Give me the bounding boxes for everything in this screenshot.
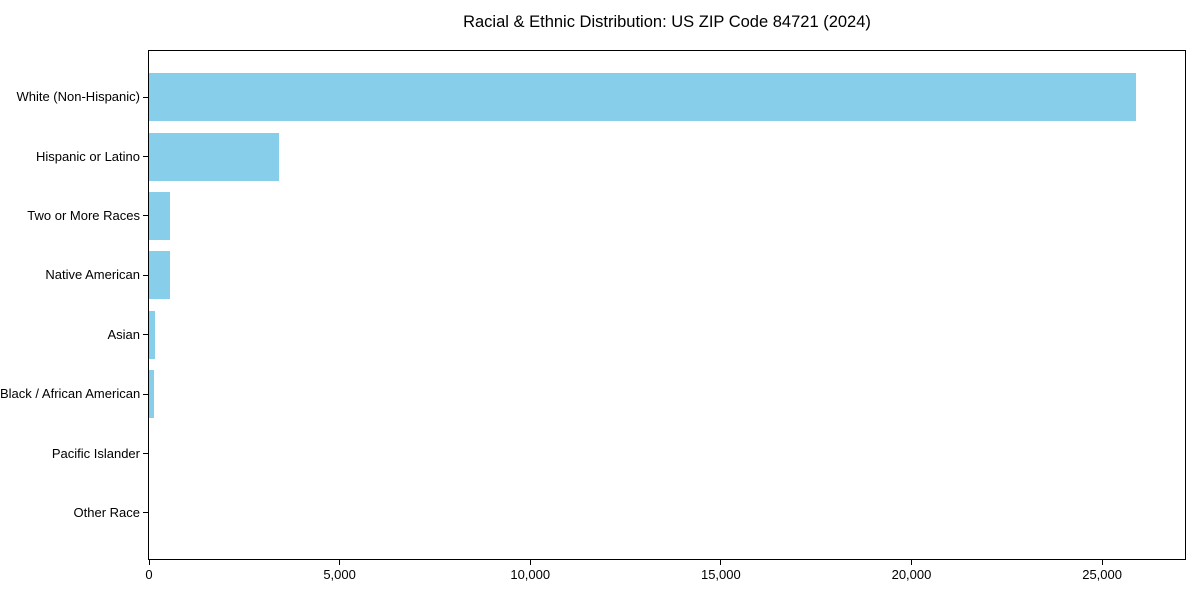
y-tick-label: Black / African American xyxy=(0,386,141,402)
y-tick-label: Hispanic or Latino xyxy=(35,148,140,164)
bar xyxy=(149,370,154,419)
x-tick-label: 25,000 xyxy=(1082,567,1122,582)
x-tick xyxy=(1101,560,1103,565)
bar xyxy=(149,191,171,240)
y-tick xyxy=(142,453,148,454)
y-tick xyxy=(142,274,148,276)
y-tick-label: Two or More Races xyxy=(27,207,140,223)
y-tick xyxy=(142,334,148,336)
chart-title: Racial & Ethnic Distribution: US ZIP Cod… xyxy=(463,13,871,31)
y-tick xyxy=(142,215,148,217)
x-tick xyxy=(720,560,722,565)
x-tick xyxy=(148,560,150,565)
x-tick-label: 0 xyxy=(145,567,153,582)
bar xyxy=(149,73,1136,122)
x-tick xyxy=(339,560,341,565)
x-tick-label: 15,000 xyxy=(700,567,741,582)
bar xyxy=(149,310,155,359)
y-tick xyxy=(142,156,148,157)
plot-area xyxy=(148,50,1186,560)
x-tick-label: 5,000 xyxy=(323,567,356,582)
y-tick-label: Pacific Islander xyxy=(51,445,140,461)
x-tick xyxy=(910,560,912,565)
y-tick xyxy=(142,96,148,98)
y-tick xyxy=(142,512,148,514)
y-tick-label: Other Race xyxy=(73,504,140,520)
x-tick xyxy=(529,560,531,565)
y-tick-label: Asian xyxy=(107,326,140,342)
x-tick-label: 20,000 xyxy=(891,567,932,582)
bar xyxy=(149,132,279,181)
y-tick-label: Native American xyxy=(45,267,140,283)
y-tick xyxy=(142,393,148,395)
y-tick-label: White (Non-Hispanic) xyxy=(16,89,140,105)
x-tick-label: 10,000 xyxy=(510,567,551,582)
bar xyxy=(149,251,170,300)
